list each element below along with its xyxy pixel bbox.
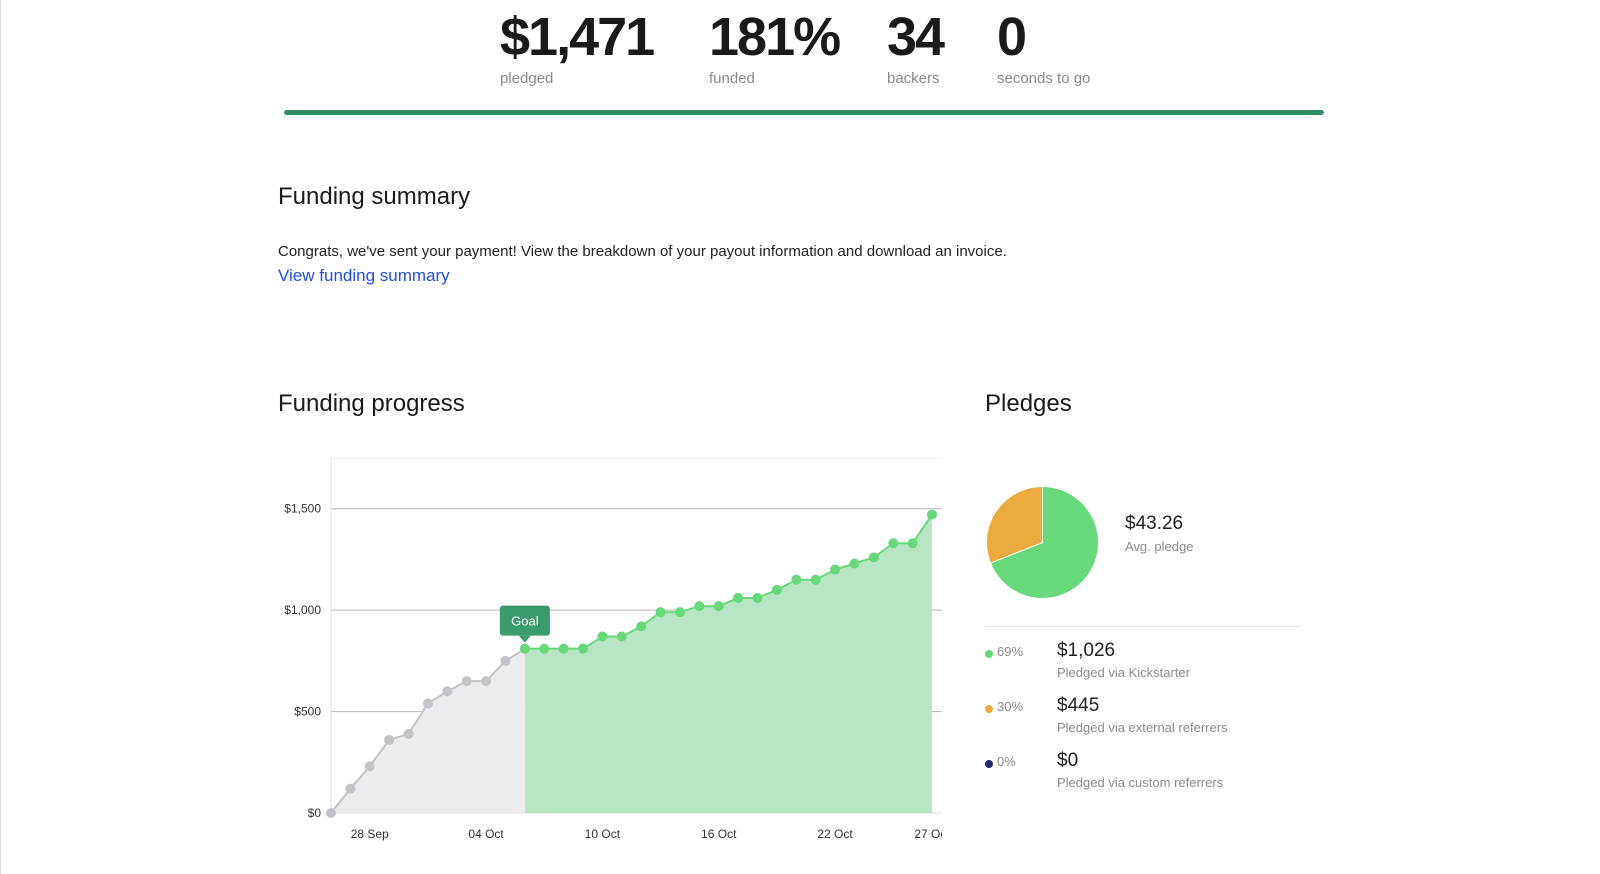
data-point (403, 728, 414, 739)
pledge-percent: 0% (997, 754, 1016, 769)
goal-badge (499, 605, 550, 636)
pledge-amount: $0 (1057, 750, 1079, 771)
data-point (868, 552, 879, 563)
time-left-label: seconds to go (997, 70, 1091, 87)
goal-label: Goal (511, 614, 539, 629)
data-point (771, 584, 782, 595)
area-before-goal (331, 648, 525, 813)
data-point (907, 538, 918, 549)
data-point (578, 643, 589, 654)
x-tick-label: 10 Oct (585, 827, 621, 841)
pledge-percent: 30% (997, 699, 1024, 714)
legend-dot (985, 650, 993, 658)
data-point (597, 631, 608, 642)
data-point (810, 574, 821, 585)
pledges-pie-chart (986, 485, 1099, 599)
pledge-row-external: 30% $445 Pledged via external referrers (985, 695, 1315, 743)
legend-dot (985, 760, 993, 768)
y-tick-label: $0 (308, 806, 322, 820)
stat-funded: 181% funded (709, 6, 841, 87)
left-border (0, 0, 1, 874)
data-point (384, 734, 395, 745)
y-tick-label: $1,500 (284, 502, 321, 516)
data-point (927, 509, 937, 520)
data-point (616, 631, 627, 642)
data-point (500, 655, 511, 666)
stat-time-left: 0 seconds to go (997, 6, 1090, 87)
data-point (558, 643, 569, 654)
backers-label: backers (887, 70, 940, 87)
data-point (694, 601, 705, 612)
data-point (636, 621, 647, 632)
funding-summary-text: Congrats, we've sent your payment! View … (278, 243, 1007, 260)
time-left-value: 0 (997, 7, 1027, 67)
pledges-divider (985, 626, 1300, 627)
pledge-percent: 69% (997, 644, 1024, 659)
data-point (733, 592, 744, 603)
stat-pledged: $1,471 pledged (500, 6, 655, 87)
x-tick-label: 28 Sep (351, 827, 389, 841)
pledge-row-custom: 0% $0 Pledged via custom referrers (985, 750, 1315, 798)
x-tick-label: 04 Oct (468, 827, 504, 841)
stat-backers: 34 backers (887, 6, 945, 87)
line-after-goal (524, 514, 933, 650)
funding-progress-fill (284, 110, 1324, 115)
legend-dot (985, 705, 993, 713)
data-point (752, 592, 763, 603)
pledged-value: $1,471 (500, 7, 655, 67)
x-tick-label: 16 Oct (701, 827, 737, 841)
funding-progress-chart: $0 $500 $1,000 $1,500 28 Sep 04 Oct 10 Oct 16 O… (284, 458, 942, 841)
pledge-amount: $1,026 (1057, 640, 1116, 661)
data-point (888, 538, 899, 549)
data-point (519, 643, 530, 654)
pledge-description: Pledged via custom referrers (1057, 775, 1224, 790)
pledges-title: Pledges (985, 390, 1072, 417)
view-funding-summary-link[interactable]: View funding summary (278, 266, 450, 285)
data-point (326, 808, 336, 818)
pledge-amount: $445 (1057, 695, 1100, 716)
funding-progress-bar (284, 110, 1324, 115)
data-point (791, 574, 802, 585)
pie-slice (989, 485, 1099, 599)
funding-summary-title: Funding summary (278, 183, 471, 210)
data-point (364, 761, 375, 772)
avg-pledge-label: Avg. pledge (1125, 539, 1194, 554)
data-point (830, 564, 841, 575)
data-point (655, 607, 666, 618)
data-point (539, 643, 550, 654)
pie-slice (986, 485, 1043, 564)
funded-label: funded (709, 70, 755, 87)
x-tick-label: 27 Oct (914, 827, 942, 841)
x-tick-label: 22 Oct (817, 827, 853, 841)
pledge-description: Pledged via external referrers (1057, 720, 1228, 735)
data-point (461, 676, 472, 687)
pledge-description: Pledged via Kickstarter (1057, 665, 1190, 680)
funding-progress-title: Funding progress (278, 390, 465, 417)
data-point (674, 607, 685, 618)
area-after-goal (524, 514, 932, 813)
goal-badge-pointer (518, 635, 531, 643)
y-tick-label: $1,000 (284, 603, 321, 617)
data-point (422, 698, 433, 709)
backers-value: 34 (887, 7, 945, 67)
data-point (345, 783, 356, 794)
data-point (442, 686, 453, 697)
y-tick-label: $500 (294, 705, 321, 719)
avg-pledge-value: $43.26 (1125, 513, 1184, 534)
pledged-label: pledged (500, 70, 554, 87)
data-point (481, 676, 492, 687)
pledge-row-kickstarter: 69% $1,026 Pledged via Kickstarter (985, 640, 1315, 688)
data-point (849, 558, 860, 569)
data-point (713, 601, 724, 612)
funded-value: 181% (709, 7, 841, 67)
